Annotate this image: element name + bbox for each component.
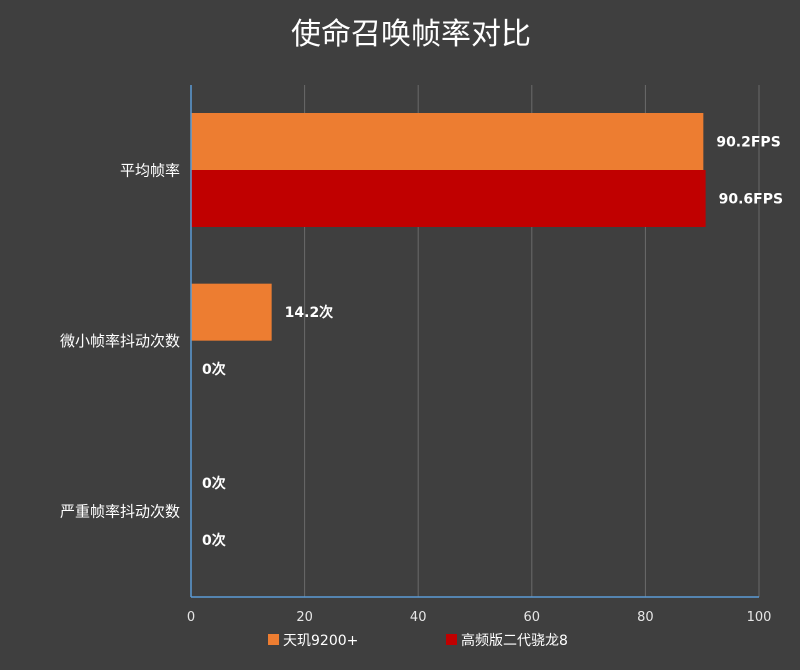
- x-tick-label: 80: [637, 610, 654, 625]
- bar: [191, 283, 272, 341]
- data-label: 90.2FPS: [716, 135, 780, 151]
- chart-title: 使命召唤帧率对比: [291, 17, 531, 52]
- data-label: 0次: [202, 532, 226, 549]
- category-label: 平均帧率: [120, 161, 180, 179]
- x-tick-label: 100: [747, 610, 772, 625]
- legend: 天玑9200+ 高频版二代骁龙8: [268, 632, 568, 649]
- x-tick-label: 0: [187, 610, 195, 625]
- category-label: 微小帧率抖动次数: [60, 332, 180, 350]
- bars: [191, 113, 706, 341]
- x-tick-label: 40: [410, 610, 427, 625]
- data-label: 0次: [202, 475, 226, 492]
- legend-swatch: [446, 634, 457, 645]
- bar: [191, 113, 704, 170]
- data-label: 90.6FPS: [719, 192, 783, 208]
- data-labels: 90.2FPS 90.6FPS 14.2次 0次 0次 0次: [202, 135, 783, 549]
- category-label: 严重帧率抖动次数: [60, 503, 180, 521]
- data-label: 0次: [202, 361, 226, 378]
- x-tick-label: 60: [524, 610, 541, 625]
- x-tick-label: 20: [296, 610, 313, 625]
- axes: [190, 85, 759, 598]
- legend-label: 天玑9200+: [283, 633, 358, 649]
- bar: [191, 170, 706, 227]
- x-tick-labels: 0 20 40 60 80 100: [187, 610, 772, 625]
- legend-swatch: [268, 634, 279, 645]
- legend-label: 高频版二代骁龙8: [461, 632, 568, 649]
- data-label: 14.2次: [285, 304, 334, 321]
